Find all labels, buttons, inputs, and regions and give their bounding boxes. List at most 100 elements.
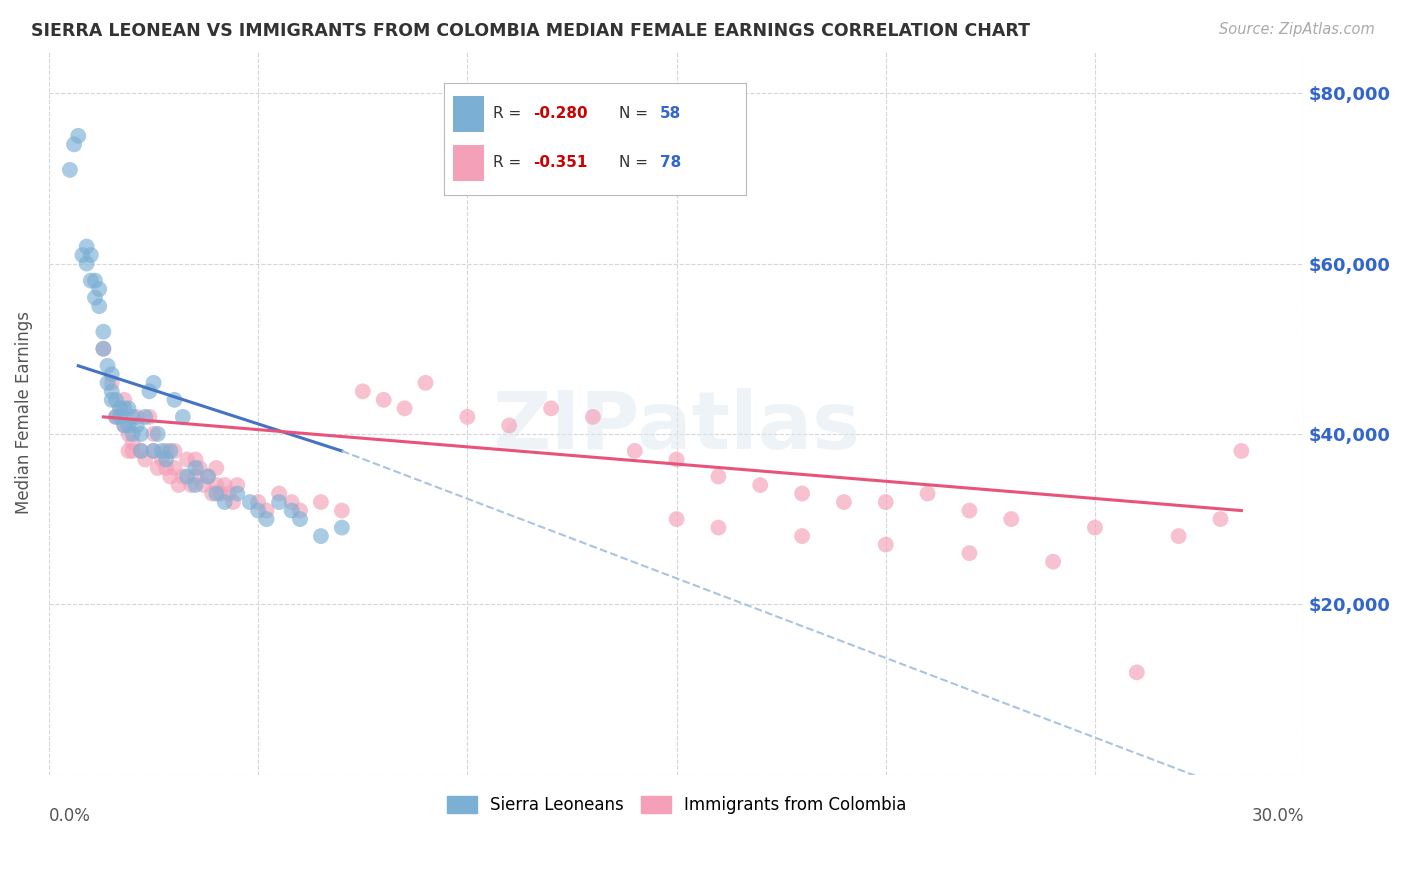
Point [96, 359, 118, 373]
Point [280, 495, 302, 509]
Point [100, 384, 122, 399]
Point [201, 486, 224, 500]
Point [142, 444, 165, 458]
Point [112, 392, 135, 407]
Point [1084, 520, 1107, 534]
Text: 30.0%: 30.0% [1251, 807, 1305, 825]
Point [112, 401, 135, 416]
Point [415, 376, 437, 390]
Point [121, 426, 143, 441]
Point [93, 325, 115, 339]
Point [134, 452, 156, 467]
Point [256, 512, 278, 526]
Point [214, 478, 236, 492]
Point [138, 409, 160, 424]
Point [104, 409, 127, 424]
Point [125, 409, 148, 424]
Point [665, 452, 688, 467]
Point [121, 409, 143, 424]
Point [309, 495, 332, 509]
Point [193, 478, 215, 492]
Text: Source: ZipAtlas.com: Source: ZipAtlas.com [1219, 22, 1375, 37]
Point [159, 444, 181, 458]
Point [1167, 529, 1189, 543]
Point [205, 478, 228, 492]
Point [80, 248, 103, 262]
Point [108, 401, 131, 416]
Point [163, 392, 186, 407]
Point [100, 376, 122, 390]
Point [218, 486, 240, 500]
Point [707, 520, 730, 534]
Point [84, 274, 107, 288]
Point [155, 461, 177, 475]
Point [1209, 512, 1232, 526]
Point [146, 426, 169, 441]
Point [80, 274, 103, 288]
Point [59, 162, 82, 177]
Point [394, 401, 416, 416]
Point [112, 418, 135, 433]
Point [247, 495, 270, 509]
Point [117, 444, 139, 458]
Point [1126, 665, 1149, 680]
Point [76, 257, 98, 271]
Point [226, 486, 249, 500]
Point [184, 461, 207, 475]
Point [176, 452, 198, 467]
Point [104, 409, 127, 424]
Point [108, 409, 131, 424]
Point [142, 444, 165, 458]
Point [163, 444, 186, 458]
Point [155, 452, 177, 467]
Point [89, 299, 111, 313]
Point [214, 495, 236, 509]
Point [498, 418, 520, 433]
Point [582, 409, 605, 424]
Point [209, 486, 232, 500]
Point [117, 401, 139, 416]
Point [121, 435, 143, 450]
Point [188, 461, 211, 475]
Point [197, 469, 219, 483]
Point [184, 452, 207, 467]
Point [129, 444, 152, 458]
Point [330, 503, 353, 517]
Point [875, 538, 897, 552]
Point [93, 342, 115, 356]
Point [205, 461, 228, 475]
Point [256, 503, 278, 517]
Point [172, 409, 194, 424]
Point [142, 426, 165, 441]
Point [117, 418, 139, 433]
Point [184, 478, 207, 492]
Point [100, 392, 122, 407]
Point [76, 239, 98, 253]
Point [176, 469, 198, 483]
Point [665, 512, 688, 526]
Point [1000, 512, 1022, 526]
Point [125, 418, 148, 433]
Point [180, 478, 202, 492]
Point [138, 384, 160, 399]
Point [134, 409, 156, 424]
Point [67, 128, 90, 143]
Point [155, 444, 177, 458]
Point [108, 401, 131, 416]
Point [100, 368, 122, 382]
Point [280, 503, 302, 517]
Text: ZIPatlas: ZIPatlas [492, 388, 860, 467]
Point [146, 461, 169, 475]
Text: 0.0%: 0.0% [49, 807, 91, 825]
Point [288, 512, 311, 526]
Point [84, 291, 107, 305]
Point [540, 401, 562, 416]
Point [184, 469, 207, 483]
Point [749, 478, 772, 492]
Point [163, 461, 186, 475]
Point [117, 426, 139, 441]
Point [172, 469, 194, 483]
Point [226, 478, 249, 492]
Point [150, 452, 173, 467]
Point [267, 486, 290, 500]
